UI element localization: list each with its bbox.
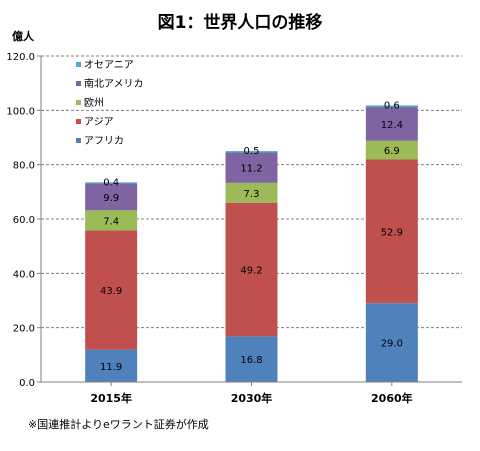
legend-label: アジア: [84, 117, 114, 128]
y-tick-label: 20.0: [13, 324, 35, 335]
bar-segment: [225, 151, 278, 153]
y-tick-label: 100.0: [6, 106, 35, 117]
y-tick-label: 60.0: [13, 215, 35, 226]
legend-swatch: [76, 81, 81, 86]
data-label: 16.8: [240, 355, 262, 366]
source-note: ※国連推計よりeワラント証券が作成: [28, 418, 209, 431]
legend-swatch: [76, 138, 81, 143]
bar-segment: [225, 202, 278, 337]
legend-swatch: [76, 119, 81, 124]
data-label: 7.4: [103, 216, 119, 227]
bar-segment: [85, 183, 138, 211]
y-axis-label: 億人: [12, 29, 35, 43]
bar-segment: [85, 182, 138, 184]
data-label: 6.9: [384, 146, 400, 157]
bar-segment: [365, 140, 418, 160]
data-label: 7.3: [244, 189, 260, 200]
bar-segment: [225, 182, 278, 203]
legend-swatch: [76, 62, 81, 67]
y-tick-label: 80.0: [13, 161, 35, 172]
y-tick-label: 0.0: [19, 378, 35, 389]
x-tick-label: 2030年: [231, 391, 273, 405]
legend-label: アフリカ: [84, 135, 124, 147]
data-label: 43.9: [100, 286, 122, 297]
bar-segment: [225, 152, 278, 183]
legend-label: 南北アメリカ: [84, 77, 144, 90]
data-label: 52.9: [381, 227, 403, 238]
data-label: 12.4: [381, 120, 403, 131]
y-tick-label: 120.0: [6, 52, 35, 63]
legend-label: 欧州: [84, 97, 104, 109]
bar-segment: [365, 107, 418, 141]
bar-segment: [225, 336, 278, 382]
data-label: 49.2: [240, 266, 262, 277]
legend-swatch: [76, 100, 81, 105]
bar-segment: [365, 105, 418, 108]
data-label: 11.9: [100, 362, 122, 373]
bar-segment: [85, 230, 138, 350]
bar-segment: [365, 159, 418, 304]
chart-title: 図1：世界人口の推移: [157, 13, 323, 33]
data-label: 11.2: [240, 164, 262, 175]
bar-segment: [85, 210, 138, 231]
x-tick-label: 2060年: [371, 391, 413, 405]
data-label: 0.6: [384, 100, 400, 111]
y-tick-label: 40.0: [13, 269, 35, 280]
x-tick-label: 2015年: [90, 391, 132, 405]
bar-segment: [85, 349, 138, 382]
bar-segment: [365, 303, 418, 382]
legend-label: オセアニア: [84, 59, 134, 71]
data-label: 9.9: [103, 193, 119, 204]
data-label: 29.0: [381, 339, 403, 350]
data-label: 0.4: [103, 177, 119, 188]
data-label: 0.5: [244, 146, 260, 157]
